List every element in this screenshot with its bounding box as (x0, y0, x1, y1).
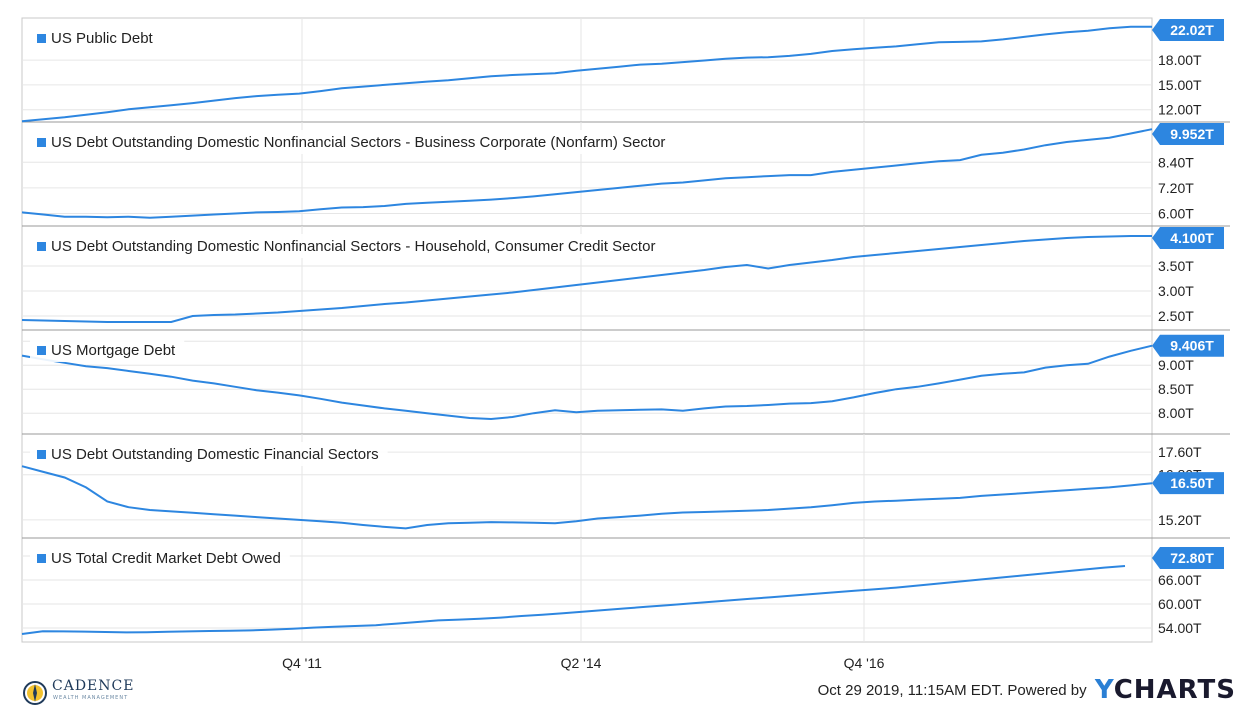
last-value-label: 9.952T (1170, 126, 1214, 142)
panel-title: US Public Debt (51, 30, 154, 47)
y-tick-label: 18.00T (1158, 52, 1202, 68)
series-line (21, 465, 1153, 530)
x-tick-label: Q4 '16 (844, 655, 885, 671)
title-bg (30, 546, 290, 570)
series-line (21, 565, 1126, 635)
legend-swatch (37, 346, 46, 355)
last-value-badge (1152, 19, 1224, 41)
y-tick-label: 6.00T (1158, 205, 1194, 221)
last-value-label: 9.406T (1170, 338, 1214, 354)
y-tick-label: 12.00T (1158, 102, 1202, 118)
y-tick-label: 15.00T (1158, 77, 1202, 93)
legend-swatch (37, 242, 46, 251)
legend-swatch (37, 34, 46, 43)
series-line (21, 235, 1152, 323)
timestamp: Oct 29 2019, 11:15AM EDT. (817, 682, 1004, 699)
panel-title: US Mortgage Debt (51, 342, 176, 359)
last-value-badge (1152, 547, 1224, 569)
last-value-badge (1152, 227, 1224, 249)
last-value-label: 72.80T (1170, 550, 1214, 566)
panel-3: 2.50T 3.00T 3.50T US Debt Outstanding Domes… (21, 226, 1230, 331)
title-bg (30, 338, 185, 362)
title-bg (30, 130, 675, 154)
last-value-label: 4.100T (1170, 230, 1214, 246)
y-tick-label: 3.00T (1158, 283, 1194, 299)
powered-by-label: Powered by (1007, 682, 1087, 699)
y-tick-label: 17.60T (1158, 444, 1202, 460)
logo-word: CADENCE (52, 678, 135, 694)
series-line (21, 344, 1153, 421)
compass-icon (23, 681, 47, 705)
panel-title: US Total Credit Market Debt Owed (51, 550, 281, 567)
ycharts-logo-rest: CHARTS (1113, 675, 1236, 705)
series-line (21, 128, 1153, 219)
panel-1: 12.00T 15.00T 18.00T US Public Debt 22.02T (21, 18, 1230, 123)
last-value-badge (1152, 334, 1224, 357)
y-tick-label: 8.40T (1158, 154, 1194, 170)
y-tick-label: 15.20T (1158, 512, 1202, 528)
legend-swatch (37, 450, 46, 459)
y-tick-label: 9.00T (1158, 357, 1194, 373)
y-tick-label: 7.20T (1158, 180, 1194, 196)
panel-title: US Debt Outstanding Domestic Nonfinancia… (51, 238, 655, 255)
panel-title: US Debt Outstanding Domestic Nonfinancia… (51, 134, 665, 151)
legend-swatch (37, 138, 46, 147)
logo-subtitle: WEALTH MANAGEMENT (53, 695, 129, 701)
x-tick-label: Q4 '11 (282, 655, 322, 671)
ycharts-logo[interactable]: YCHARTS (1095, 675, 1236, 705)
last-value-label: 22.02T (1170, 22, 1214, 38)
panel-2: 6.00T 7.20T 8.40T US Debt Outstanding Domes… (21, 122, 1230, 227)
x-tick-label: Q2 '14 (561, 655, 602, 671)
y-tick-label: 8.50T (1158, 381, 1194, 397)
y-tick-label: 8.00T (1158, 405, 1194, 421)
title-bg (30, 26, 162, 50)
y-tick-label: 2.50T (1158, 308, 1194, 324)
ycharts-logo-y: Y (1094, 675, 1114, 705)
y-tick-label: 60.00T (1158, 596, 1202, 612)
panel-title: US Debt Outstanding Domestic Financial S… (51, 446, 379, 463)
cadence-logo: CADENCE WEALTH MANAGEMENT (22, 678, 182, 708)
last-value-badge (1152, 123, 1224, 145)
title-bg (30, 234, 665, 258)
y-tick-label: 66.00T (1158, 572, 1202, 588)
title-bg (30, 442, 388, 466)
y-tick-label: 54.00T (1158, 620, 1202, 636)
last-value-badge (1152, 472, 1224, 495)
series-line (21, 25, 1152, 123)
y-tick-label: 3.50T (1158, 258, 1194, 274)
last-value-label: 16.50T (1170, 475, 1214, 491)
footer: Oct 29 2019, 11:15AM EDT. Powered by YCH… (818, 675, 1236, 705)
legend-swatch (37, 554, 46, 563)
